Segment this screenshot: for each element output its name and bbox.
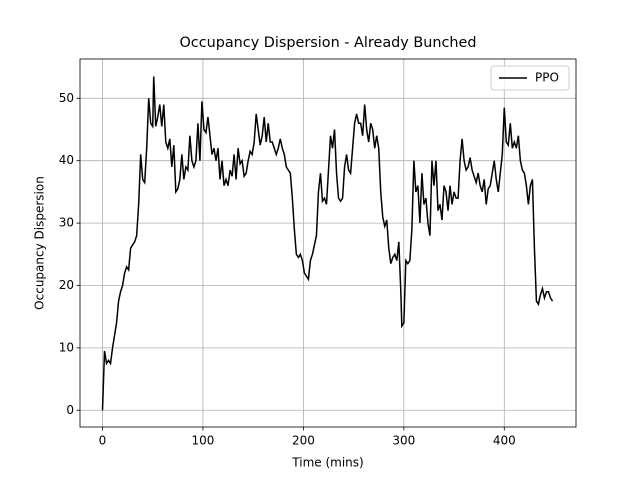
x-tick-label: 0 xyxy=(99,434,107,448)
y-tick-label: 0 xyxy=(66,403,74,417)
y-tick-label: 40 xyxy=(59,153,74,167)
y-tick-label: 30 xyxy=(59,216,74,230)
x-axis-label: Time (mins) xyxy=(291,456,363,470)
line-series xyxy=(101,76,554,411)
chart-title: Occupancy Dispersion - Already Bunched xyxy=(179,35,476,51)
plot-frame xyxy=(79,58,577,428)
y-axis-label: Occupancy Dispersion xyxy=(33,176,47,310)
legend-box xyxy=(490,65,570,91)
x-tick-label: 400 xyxy=(493,434,516,448)
y-tick-label: 50 xyxy=(59,91,74,105)
legend-label: PPO xyxy=(535,71,559,85)
y-tick-label: 20 xyxy=(59,278,74,292)
x-tick-label: 100 xyxy=(191,434,214,448)
y-tick-label: 10 xyxy=(59,340,74,354)
x-tick-label: 300 xyxy=(392,434,415,448)
x-tick-label: 200 xyxy=(292,434,315,448)
